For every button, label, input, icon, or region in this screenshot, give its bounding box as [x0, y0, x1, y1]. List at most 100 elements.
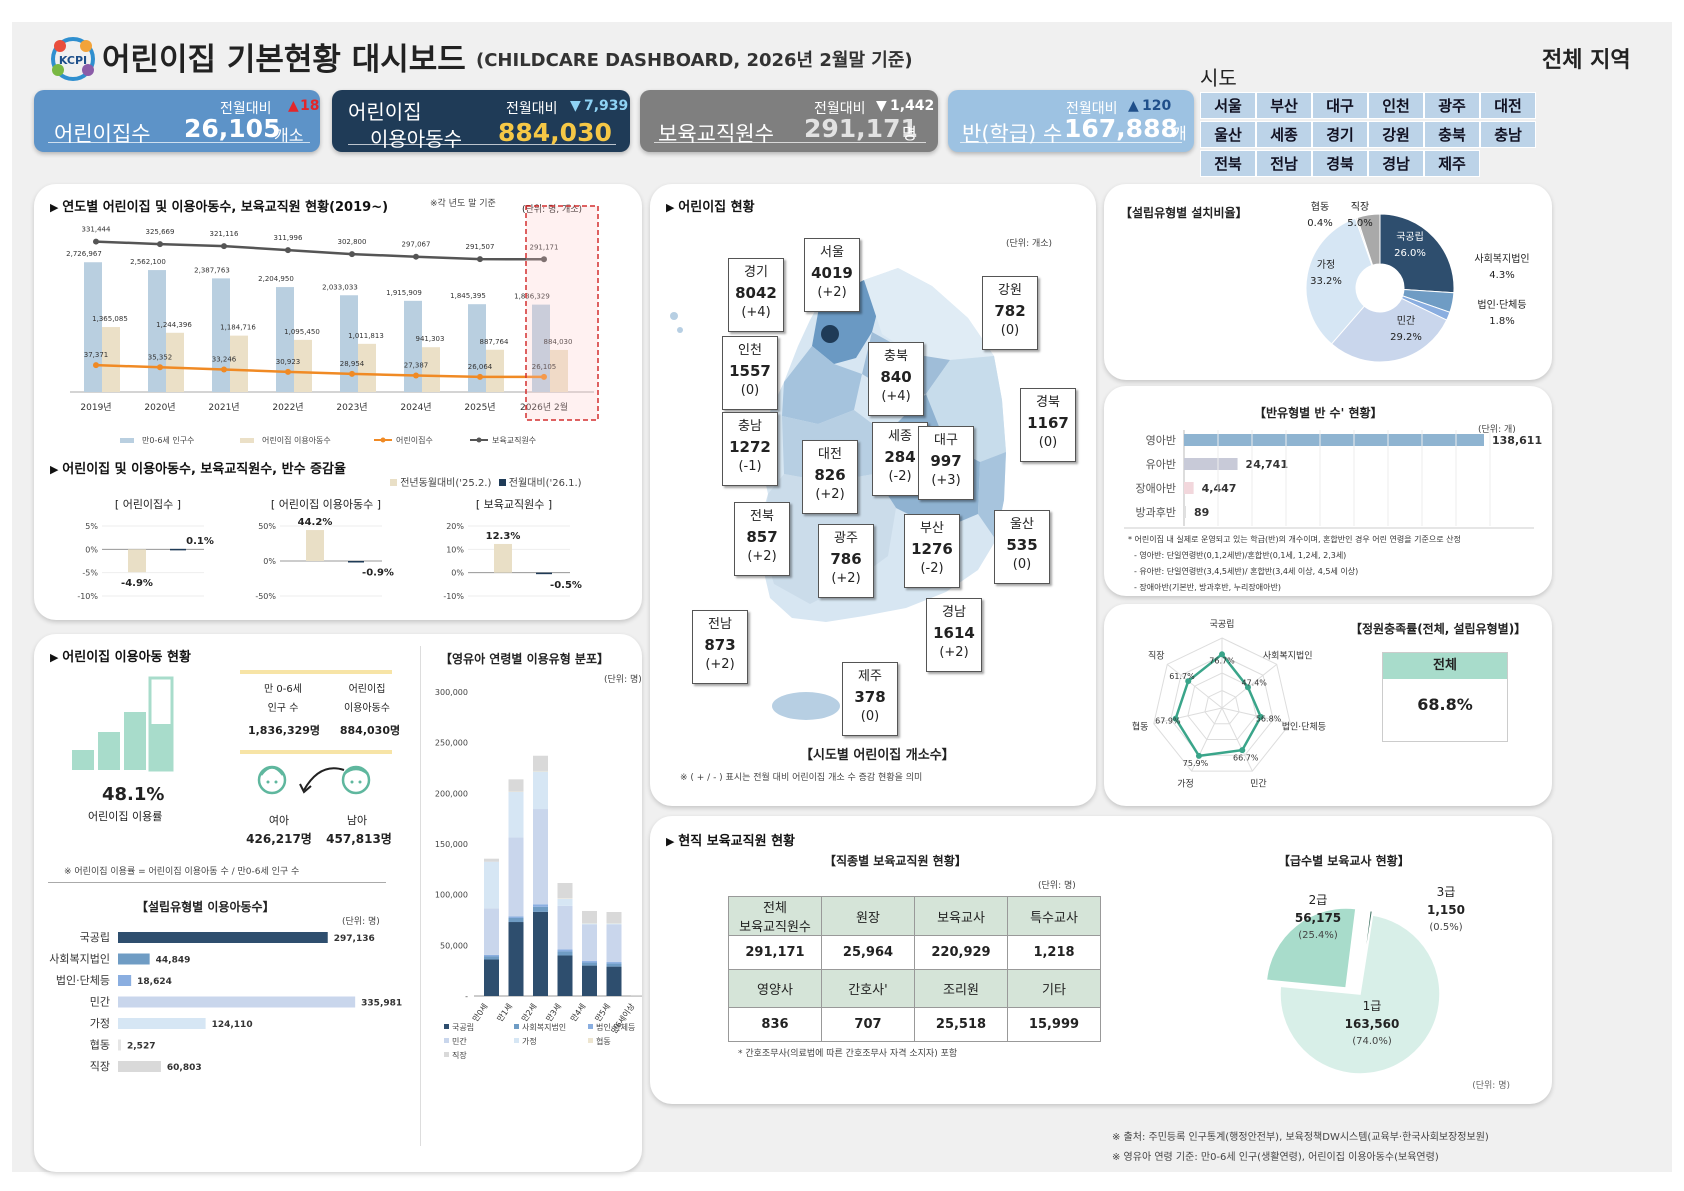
- y-tick-label: 0%: [263, 557, 276, 566]
- region-button-9[interactable]: 강원: [1368, 121, 1424, 148]
- grade-category: 1급: [1363, 999, 1382, 1013]
- legend-swatch: [444, 1024, 449, 1029]
- bytype-category: 국공립: [80, 931, 110, 944]
- grade-unit: (단위: 명): [1472, 1080, 1510, 1091]
- classes-category: 장애아반: [1136, 482, 1176, 495]
- region-indicator: 전체 지역: [1542, 42, 1631, 74]
- map-region-name: 경기: [744, 265, 768, 280]
- region-button-1[interactable]: 부산: [1256, 92, 1312, 119]
- agedist-segment: [533, 771, 548, 810]
- region-button-12[interactable]: 전북: [1200, 150, 1256, 177]
- ratio-card: 【설립유형별 설치비율】 국공립 26.0% 사회복지법인 4.3% 법인·단체등 1.8…: [1104, 184, 1552, 380]
- map-region-name: 충남: [738, 419, 762, 434]
- gangwon-region: [864, 268, 994, 360]
- page-subtitle: (CHILDCARE DASHBOARD, 2026년 2월말 기준): [476, 50, 913, 71]
- radar-category: 사회복지법인: [1263, 651, 1313, 662]
- radar-category: 국공립: [1210, 619, 1235, 630]
- map-region-name: 광주: [834, 531, 858, 546]
- y-tick-label: 50%: [258, 522, 276, 531]
- region-button-7[interactable]: 세종: [1256, 121, 1312, 148]
- radar-category: 민간: [1250, 779, 1267, 790]
- cell: 220,929: [914, 935, 1008, 970]
- map-region-count: 1614: [933, 624, 975, 642]
- map-region-change: (+2): [705, 657, 735, 672]
- bar-population: [404, 300, 422, 392]
- map-label-9: 대구 997 (+3): [918, 426, 974, 500]
- region-button-3[interactable]: 인천: [1368, 92, 1424, 119]
- jeju-region: [772, 692, 840, 720]
- boy-icon: [341, 765, 371, 795]
- map-region-change: (+2): [815, 487, 845, 502]
- point-staff: [541, 256, 547, 263]
- usage-rate: 48.1%: [102, 784, 165, 805]
- region-button-10[interactable]: 충북: [1424, 121, 1480, 148]
- map-unit: (단위: 개소): [1006, 239, 1053, 249]
- table-row: 전체 보육교직원수 원장 보육교사 특수교사: [728, 896, 1101, 936]
- cell: 291,171: [728, 935, 822, 970]
- legend-swatch: [514, 1024, 519, 1029]
- table-row: 291,171 25,964 220,929 1,218: [728, 935, 1101, 970]
- region-button-2[interactable]: 대구: [1312, 92, 1368, 119]
- bytype-unit: (단위: 명): [342, 917, 380, 927]
- region-button-13[interactable]: 전남: [1256, 150, 1312, 177]
- pop-value: 1,836,329명: [247, 724, 321, 737]
- legend-label: 가정: [522, 1036, 537, 1046]
- region-suffix: 지역: [1590, 48, 1631, 73]
- region-button-11[interactable]: 충남: [1480, 121, 1536, 148]
- growth-bar: [348, 561, 364, 563]
- kpi-unit: 명: [902, 124, 917, 143]
- bytype-category: 협동: [90, 1039, 110, 1052]
- region-button-0[interactable]: 서울: [1200, 92, 1256, 119]
- up-arrow-icon: ▲: [288, 98, 299, 114]
- region-button-4[interactable]: 광주: [1424, 92, 1480, 119]
- point-centers: [349, 370, 355, 377]
- agedist-segment: [533, 911, 548, 996]
- region-button-6[interactable]: 울산: [1200, 121, 1256, 148]
- map-label-10: 전북 857 (+2): [734, 502, 790, 576]
- bytype-category: 가정: [90, 1017, 110, 1030]
- radar-value: 75.9%: [1183, 759, 1209, 768]
- map-region-count: 378: [854, 688, 886, 706]
- ratio-value: 29.2%: [1390, 332, 1422, 343]
- legend-swatch: [444, 1052, 449, 1057]
- kcpi-logo: KCPI: [51, 37, 95, 81]
- legend-swatch: [476, 437, 482, 443]
- growth-bar: [128, 549, 146, 573]
- y-tick-label: -: [465, 992, 468, 1001]
- point-centers: [541, 373, 547, 380]
- fill-title: 【정원충족률(전체, 설립유형별)】: [1350, 622, 1527, 636]
- bar-usage: [358, 343, 376, 392]
- grade-slice: [1359, 909, 1374, 991]
- bar-usage: [230, 335, 248, 392]
- point-staff: [93, 238, 99, 245]
- y-tick-label: 150,000: [435, 840, 468, 849]
- map-region-change: (0): [1000, 323, 1020, 338]
- kpi-change-value: 18: [300, 98, 320, 114]
- region-button-14[interactable]: 경북: [1312, 150, 1368, 177]
- y-tick-label: 5%: [85, 522, 98, 531]
- map-region-change: (+2): [831, 571, 861, 586]
- region-button-16[interactable]: 제주: [1424, 150, 1480, 177]
- point-staff: [413, 253, 419, 260]
- point-centers: [477, 373, 483, 380]
- region-button-5[interactable]: 대전: [1480, 92, 1536, 119]
- radar-point: [1219, 651, 1225, 658]
- growth-bar: [536, 572, 552, 575]
- map-region-count: 8042: [735, 284, 777, 302]
- seoul-region: [821, 325, 839, 343]
- radar-value: 47.4%: [1241, 678, 1267, 687]
- region-button-15[interactable]: 경남: [1368, 150, 1424, 177]
- agedist-segment: [582, 962, 597, 966]
- map-label-3: 인천 1557 (0): [722, 336, 778, 410]
- fill-total-label: 전체: [1383, 653, 1507, 679]
- agedist-segment: [508, 837, 524, 917]
- kpi-label: 어린이집수: [54, 122, 151, 146]
- growth-charts: [ 어린이집수 ] 5% 0% -5% -10% -4.9% 0.1% [ 어린이집 이용아동…: [77, 498, 582, 601]
- region-button-8[interactable]: 경기: [1312, 121, 1368, 148]
- classes-bar: [1184, 506, 1186, 518]
- bytype-category: 민간: [90, 996, 110, 1009]
- radar-point: [1172, 715, 1179, 722]
- agedist-segment: [557, 955, 573, 996]
- ratio-title: 【설립유형별 설치비율】: [1120, 206, 1248, 220]
- agedist-segment: [582, 961, 597, 963]
